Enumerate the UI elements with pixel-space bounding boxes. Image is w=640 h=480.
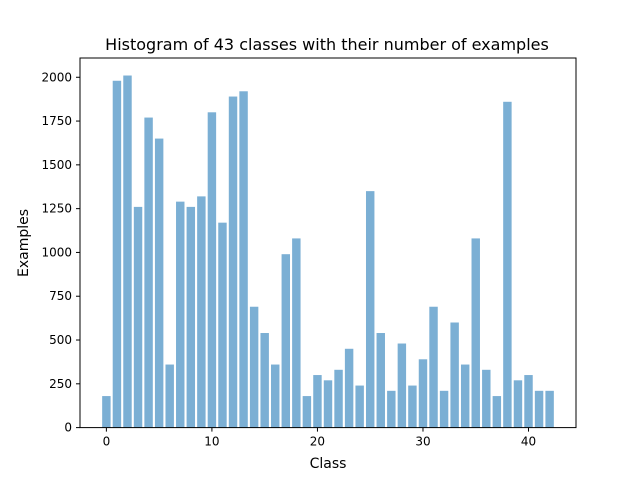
- y-tick-label: 1500: [41, 158, 72, 172]
- bar-class-38: [503, 101, 512, 428]
- bar-class-21: [323, 380, 333, 428]
- bar-class-9: [197, 196, 206, 428]
- bar-class-37: [492, 396, 502, 428]
- bar-class-42: [545, 390, 554, 428]
- bar-class-4: [144, 117, 153, 428]
- bar-class-40: [524, 375, 533, 428]
- x-tick-label: 40: [521, 435, 536, 449]
- bar-class-11: [218, 222, 227, 428]
- bar-class-39: [513, 380, 523, 428]
- bar-class-28: [397, 343, 407, 428]
- chart-title: Histogram of 43 classes with their numbe…: [105, 35, 549, 54]
- y-tick-label: 1000: [41, 245, 72, 259]
- bar-class-14: [249, 306, 259, 428]
- bar-class-15: [260, 333, 269, 428]
- y-axis-label: Examples: [16, 209, 32, 277]
- x-tick-label: 10: [204, 435, 219, 449]
- x-tick-label: 20: [310, 435, 325, 449]
- bar-class-10: [207, 112, 217, 428]
- bar-class-20: [313, 375, 322, 428]
- bar-class-32: [439, 390, 449, 428]
- bar-class-41: [534, 390, 544, 428]
- bar-class-13: [239, 91, 248, 428]
- y-tick-label: 750: [49, 289, 72, 303]
- bar-class-5: [154, 138, 164, 428]
- bar-class-27: [387, 390, 396, 428]
- bar-class-7: [176, 201, 185, 428]
- y-tick-label: 0: [64, 421, 72, 435]
- bar-class-35: [471, 238, 480, 428]
- x-tick-label: 30: [415, 435, 430, 449]
- bar-class-18: [292, 238, 301, 428]
- x-axis-ticks: 0 10 20 30 40: [103, 427, 536, 449]
- bar-class-12: [228, 96, 238, 428]
- y-tick-label: 500: [49, 333, 72, 347]
- bar-class-25: [365, 191, 375, 428]
- bar-class-24: [355, 385, 364, 428]
- y-tick-label: 1250: [41, 202, 72, 216]
- bar-class-22: [334, 369, 343, 428]
- bar-class-8: [186, 206, 196, 428]
- bar-class-36: [482, 369, 491, 428]
- bar-class-3: [133, 206, 143, 428]
- x-tick-label: 0: [103, 435, 111, 449]
- bars-group: [102, 75, 554, 428]
- bar-class-30: [418, 359, 428, 428]
- y-tick-label: 1750: [41, 114, 72, 128]
- bar-class-1: [112, 80, 122, 428]
- bar-class-2: [123, 75, 132, 428]
- bar-class-33: [450, 322, 459, 428]
- bar-class-34: [460, 364, 470, 428]
- bar-class-16: [271, 364, 280, 428]
- bar-class-23: [344, 348, 354, 428]
- bar-class-6: [165, 364, 174, 428]
- plot-frame: [79, 57, 577, 429]
- bar-class-17: [281, 254, 291, 428]
- x-axis-label: Class: [310, 456, 347, 472]
- y-axis-ticks: 0 250 500 750 1000 1250 1500 1750 2000: [41, 70, 80, 435]
- y-tick-label: 2000: [41, 70, 72, 84]
- bar-class-29: [408, 385, 417, 428]
- y-tick-label: 250: [49, 377, 72, 391]
- bar-class-19: [302, 396, 312, 428]
- bar-class-26: [376, 333, 385, 428]
- bar-class-0: [102, 396, 111, 428]
- bar-class-31: [429, 306, 438, 428]
